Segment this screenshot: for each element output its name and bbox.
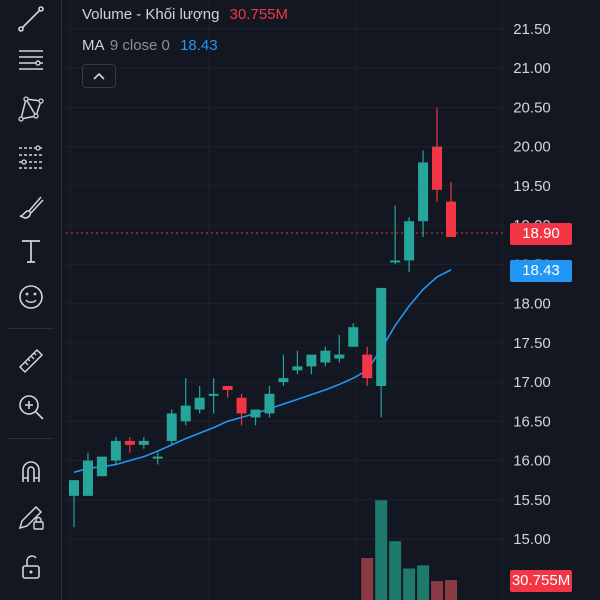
pattern-icon [18, 96, 44, 122]
tool-zoom-in-button[interactable] [8, 388, 54, 426]
candle-body [124, 440, 135, 445]
price-axis-label: 15.50 [513, 492, 551, 509]
fib-retracement-icon [19, 145, 43, 169]
candle-body [138, 440, 149, 445]
candle-body [390, 260, 401, 263]
candle-body [236, 397, 247, 414]
unlock-icon [22, 555, 40, 579]
price-axis-label: 18.00 [513, 296, 551, 313]
toolbar-divider [8, 438, 54, 439]
candle-body [180, 405, 191, 422]
ma-legend: MA 9 close 0 18.43 [82, 37, 218, 54]
ma-legend-value: 18.43 [180, 37, 218, 54]
candle-body [96, 456, 107, 477]
candle-body [264, 393, 275, 414]
price-axis-label: 21.00 [513, 60, 551, 77]
candle-body [194, 397, 205, 410]
tool-pattern-button[interactable] [8, 90, 54, 128]
price-axis-label: 17.50 [513, 335, 551, 352]
candle-body [362, 354, 373, 379]
candle-body [306, 354, 317, 367]
brush-icon [19, 196, 44, 219]
tool-magnet-button[interactable] [8, 452, 54, 490]
volume-bar [361, 558, 374, 600]
candle-body [376, 287, 387, 386]
price-axis-label: 17.00 [513, 374, 551, 391]
drawing-toolbar [0, 0, 62, 600]
candle-body [348, 327, 359, 347]
candle-body [320, 350, 331, 363]
volume-bar [445, 580, 457, 600]
ma-line [73, 269, 452, 474]
zoom-in-icon [19, 395, 44, 420]
candle-body [166, 413, 177, 441]
tool-fib-retracement-button[interactable] [8, 138, 54, 176]
tool-emoji-button[interactable] [8, 278, 54, 316]
chevron-up-icon [93, 72, 105, 80]
candle-body [278, 378, 289, 383]
ma-price-tag: 18.43 [510, 260, 572, 282]
magnet-icon [22, 461, 40, 482]
tool-ruler-button[interactable] [8, 342, 54, 380]
candle-body [292, 366, 303, 371]
candle-body [69, 480, 79, 496]
volume-legend-label: Volume - Khối lượng [82, 6, 220, 23]
volume-bar [375, 500, 388, 600]
candle-body [334, 354, 345, 359]
horizontal-lines-icon [19, 50, 43, 70]
tool-horizontal-lines-button[interactable] [8, 40, 54, 78]
collapse-legend-button[interactable] [82, 64, 116, 88]
tool-text-button[interactable] [8, 232, 54, 270]
emoji-icon [19, 285, 43, 309]
volume-bar [389, 541, 402, 600]
candle-body [222, 386, 233, 390]
last-price-tag: 18.90 [510, 223, 572, 245]
volume-legend: Volume - Khối lượng 30.755M [82, 6, 288, 23]
tool-brush-button[interactable] [8, 188, 54, 226]
price-axis-label: 20.00 [513, 139, 551, 156]
tool-trend-line-button[interactable] [8, 0, 54, 38]
chart-canvas[interactable]: 21.5021.0020.5020.0019.5019.0018.5018.00… [66, 0, 600, 600]
price-axis-label: 20.50 [513, 99, 551, 116]
volume-legend-value: 30.755M [229, 6, 288, 23]
tool-unlock-button[interactable] [8, 548, 54, 586]
candle-body [110, 440, 121, 461]
trend-line-icon [18, 6, 44, 32]
candle-body [82, 460, 93, 496]
candle-body [446, 201, 456, 237]
price-axis-label: 16.00 [513, 453, 551, 470]
candle-body [418, 162, 429, 222]
candle-body [208, 393, 219, 396]
toolbar-divider [8, 328, 54, 329]
volume-bar [417, 565, 430, 600]
volume-bar [431, 581, 444, 600]
price-axis-label: 16.50 [513, 413, 551, 430]
ruler-icon [18, 348, 44, 374]
candle-body [250, 409, 261, 418]
ma-legend-name: MA [82, 37, 104, 54]
price-axis-label: 21.50 [513, 21, 551, 38]
volume-price-tag: 30.755M [510, 570, 572, 592]
ma-legend-params: 9 close 0 [109, 37, 170, 54]
tool-lock-drawing-button[interactable] [8, 498, 54, 536]
lock-drawing-icon [18, 505, 44, 530]
price-axis-label: 15.00 [513, 531, 551, 548]
candle-body [432, 146, 443, 190]
candle-body [152, 456, 163, 459]
text-icon [22, 240, 40, 263]
candle-body [404, 221, 415, 261]
volume-bar [403, 568, 416, 600]
price-chart[interactable]: 21.5021.0020.5020.0019.5019.0018.5018.00… [66, 0, 600, 600]
price-axis-label: 19.50 [513, 178, 551, 195]
